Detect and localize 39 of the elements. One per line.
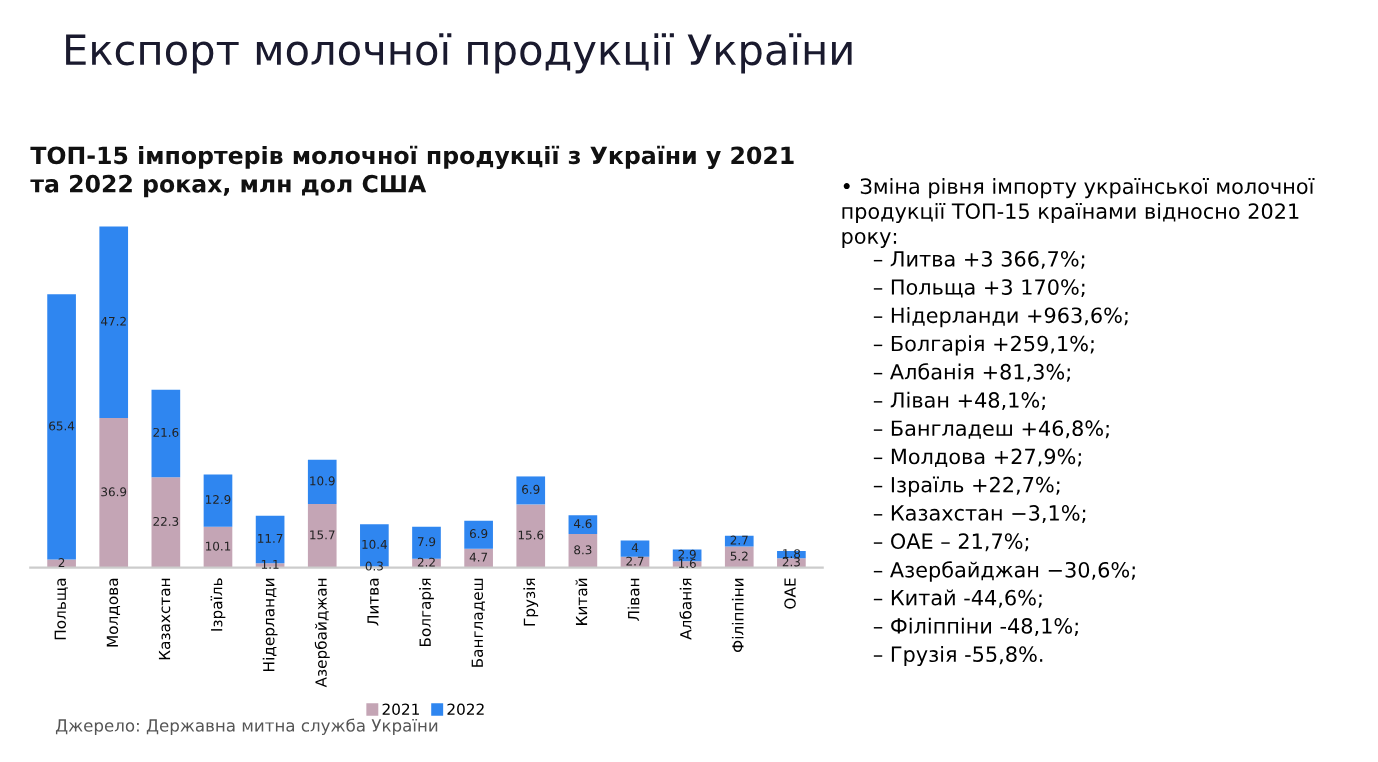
text: – Нідерланди +963,6%; [873,307,1128,328]
text: • Зміна рівня імпорту української молочної продукції ТОП-15 країнами відносно 2021 року: [842,178,1315,248]
bar [568,515,598,535]
text: – Польща +3 170%; [873,279,1085,298]
bar [99,226,129,419]
bar [203,474,233,527]
bar [464,520,493,549]
text: Джерело: Державна митна служба України [55,718,438,735]
bar [412,526,441,559]
bar [99,418,129,568]
bar [568,534,598,568]
text: – Бангладеш +46,8%; [873,420,1109,439]
bar [151,389,181,478]
text: – Ізраїль +22,7%; [873,476,1060,497]
bar [620,540,650,557]
bar [203,526,233,568]
text: – Молдова +27,9%; [873,448,1081,467]
text: – Китай -44,6%; [873,589,1042,608]
chart-title: Експорт молочної продукції України [66,33,852,74]
text: – Казахстан −3,1%; [873,505,1086,523]
bar [724,535,754,547]
text: – Філіппіни -48,1%; [873,617,1078,636]
bar [255,515,285,564]
bar [47,294,76,560]
bar [516,476,546,505]
chart-subtitle: ТОП-15 імпортерів молочної продукції з України у 2021 та 2022 роках, млн дол США [30,145,794,198]
text: – Литва +3 366,7%; [873,250,1085,269]
bar [516,504,546,568]
bar [151,477,181,568]
bar [360,524,389,567]
text: – Албанія +81,3%; [873,363,1070,382]
bar [724,546,754,568]
bar [307,504,337,568]
text: – Ліван +48,1%; [873,391,1045,410]
text: – Грузія -55,8%. [873,645,1043,667]
bar [307,459,337,505]
text: – Азербайджан −30,6%; [873,561,1135,582]
text: – ОАЕ – 21,7%; [873,533,1029,552]
text: – Болгарія +259,1%; [873,335,1094,356]
